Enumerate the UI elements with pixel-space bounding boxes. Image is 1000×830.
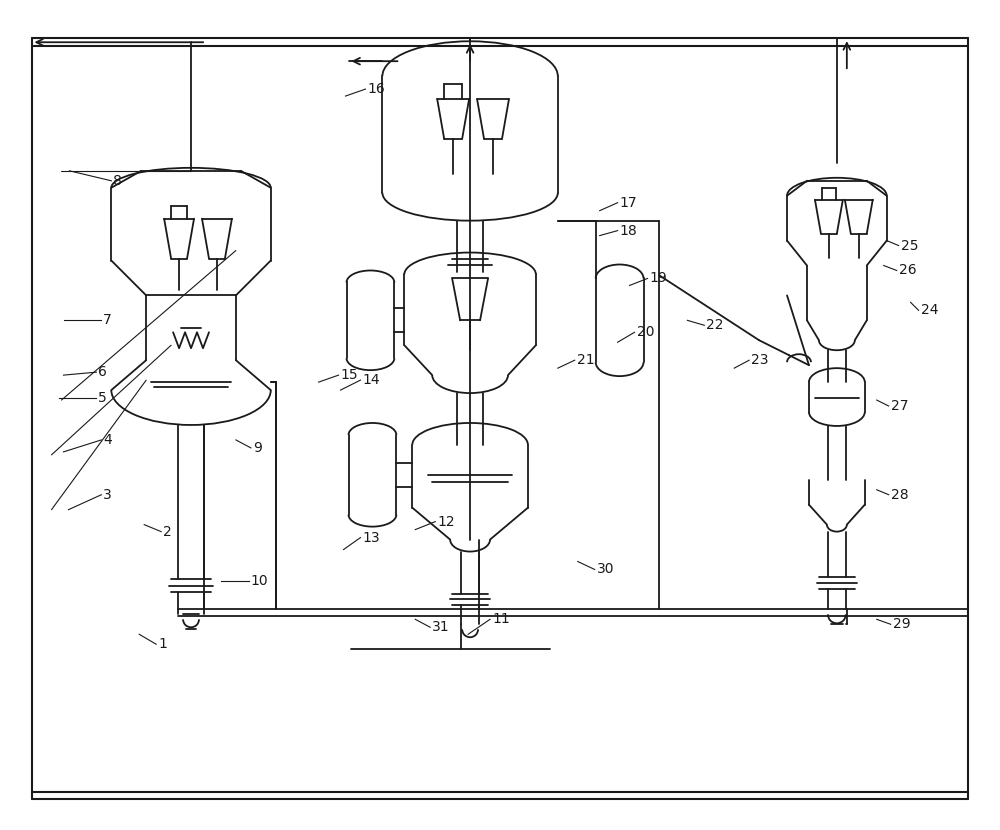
Text: 23: 23: [751, 354, 769, 367]
Text: 29: 29: [893, 618, 910, 632]
Text: 25: 25: [901, 238, 918, 252]
Text: 2: 2: [163, 525, 172, 539]
Text: 13: 13: [362, 530, 380, 544]
Text: 3: 3: [103, 488, 112, 501]
Text: 1: 1: [158, 637, 167, 652]
Text: 31: 31: [432, 620, 450, 634]
Text: 8: 8: [113, 173, 122, 188]
Text: 27: 27: [891, 399, 908, 413]
Text: 6: 6: [98, 365, 107, 379]
Text: 18: 18: [620, 223, 637, 237]
Text: 10: 10: [251, 574, 268, 588]
Text: 16: 16: [367, 82, 385, 96]
Text: 30: 30: [597, 563, 614, 577]
Text: 17: 17: [620, 196, 637, 210]
Text: 14: 14: [362, 374, 380, 387]
Text: 15: 15: [341, 369, 358, 382]
Text: 24: 24: [921, 303, 938, 317]
Text: 11: 11: [492, 613, 510, 627]
Text: 19: 19: [649, 271, 667, 286]
Text: 5: 5: [98, 391, 107, 405]
Text: 9: 9: [253, 441, 262, 455]
Text: 20: 20: [637, 325, 654, 339]
Text: 26: 26: [899, 263, 916, 277]
Text: 12: 12: [437, 515, 455, 529]
Text: 7: 7: [103, 313, 112, 327]
Text: 22: 22: [706, 318, 724, 332]
Text: 4: 4: [103, 433, 112, 447]
Text: 28: 28: [891, 488, 908, 501]
Text: 21: 21: [577, 354, 594, 367]
